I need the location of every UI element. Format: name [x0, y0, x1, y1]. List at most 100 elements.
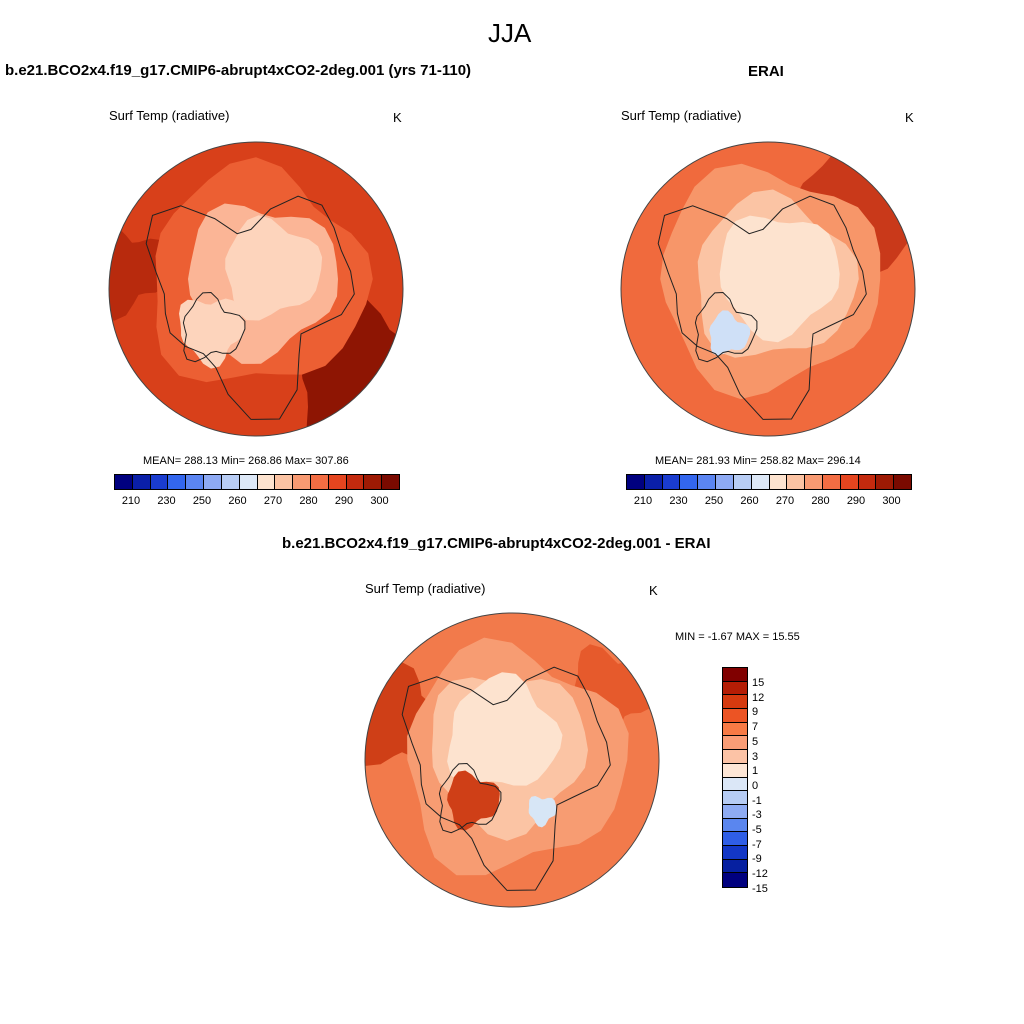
colorbar-tick-label: 250	[192, 495, 212, 507]
colorbar-swatch	[723, 736, 747, 751]
colorbar-swatch	[723, 763, 747, 778]
panel-3-units: K	[649, 583, 658, 598]
colorbar-swatch	[723, 804, 747, 819]
colorbar-swatch	[239, 475, 258, 489]
colorbar-tick-label: 3	[752, 750, 759, 763]
colorbar-swatch	[769, 475, 788, 489]
colorbar-swatch	[723, 750, 747, 764]
colorbar-swatch	[723, 791, 747, 805]
colorbar-swatch	[805, 475, 823, 489]
map-border	[364, 612, 660, 908]
colorbar-swatch	[221, 475, 240, 489]
colorbar-tick-label: 9	[752, 706, 759, 719]
panel-2-title: ERAI	[748, 63, 784, 80]
colorbar-swatch	[723, 709, 747, 723]
colorbar-tick-label: -3	[752, 809, 762, 822]
map-coastline	[438, 762, 502, 834]
colorbar-tick-label: 7	[752, 721, 759, 734]
colorbar-tick-label: 260	[228, 495, 247, 507]
map-field-region	[709, 310, 751, 356]
colorbar-swatch	[662, 475, 681, 489]
panel-2-map	[620, 141, 916, 437]
colorbar-swatch	[364, 475, 383, 489]
colorbar-swatch	[698, 475, 717, 489]
colorbar-tick-label: 230	[157, 495, 176, 507]
map-field-region	[179, 298, 245, 369]
colorbar-tick-label: 270	[263, 495, 283, 507]
colorbar-tick-label: 5	[752, 735, 759, 748]
colorbar-tick-label: 280	[811, 495, 830, 507]
colorbar-swatch	[680, 475, 699, 489]
panel-2-stats: MEAN= 281.93 Min= 258.82 Max= 296.14	[655, 455, 861, 467]
colorbar-swatch	[275, 475, 294, 489]
colorbar-swatch	[186, 475, 205, 489]
colorbar-tick-label: -7	[752, 838, 762, 851]
colorbar-swatch	[723, 695, 747, 710]
map-border	[620, 141, 916, 437]
colorbar-tick-label: 300	[370, 495, 389, 507]
colorbar-tick-label: -9	[752, 853, 762, 866]
panel-1-title: b.e21.BCO2x4.f19_g17.CMIP6-abrupt4xCO2-2…	[5, 62, 472, 79]
colorbar-swatch	[751, 475, 770, 489]
colorbar-swatch	[822, 475, 841, 489]
panel-2-colorbar	[626, 474, 912, 490]
panel-1-units: K	[393, 110, 402, 125]
colorbar-swatch	[627, 475, 645, 489]
colorbar-swatch	[723, 681, 747, 696]
colorbar-tick-label: 280	[299, 495, 318, 507]
colorbar-tick-label: 290	[334, 495, 354, 507]
colorbar-tick-label: 210	[633, 495, 653, 507]
colorbar-swatch	[787, 475, 806, 489]
colorbar-swatch	[723, 859, 747, 874]
colorbar-tick-label: 12	[752, 691, 765, 704]
panel-3-colorbar	[722, 667, 748, 888]
panel-1-colorbar	[114, 474, 400, 490]
map-border	[108, 141, 404, 437]
colorbar-tick-label: 300	[882, 495, 901, 507]
colorbar-swatch	[257, 475, 276, 489]
panel-3-stats: MIN = -1.67 MAX = 15.55	[675, 631, 800, 643]
map-coastline	[145, 195, 355, 420]
colorbar-swatch	[115, 475, 133, 489]
colorbar-swatch	[644, 475, 663, 489]
panel-3-map	[364, 612, 660, 908]
figure-title: JJA	[488, 18, 532, 48]
panel-1-map	[108, 141, 404, 437]
map-field-region	[528, 796, 557, 828]
colorbar-swatch	[723, 818, 747, 833]
map-coastline	[182, 291, 246, 363]
colorbar-tick-label: -12	[752, 868, 768, 881]
colorbar-swatch	[328, 475, 347, 489]
colorbar-swatch	[716, 475, 734, 489]
map-field-region	[225, 215, 323, 321]
colorbar-swatch	[894, 475, 911, 489]
colorbar-swatch	[723, 668, 747, 682]
colorbar-swatch	[723, 845, 747, 860]
colorbar-tick-label: 290	[846, 495, 866, 507]
panel-3-variable: Surf Temp (radiative)	[365, 581, 486, 596]
map-coastline	[401, 666, 611, 891]
panel-1-stats: MEAN= 288.13 Min= 268.86 Max= 307.86	[143, 455, 349, 467]
colorbar-swatch	[132, 475, 151, 489]
colorbar-tick-label: 270	[775, 495, 795, 507]
colorbar-swatch	[876, 475, 895, 489]
colorbar-tick-label: -5	[752, 824, 762, 836]
colorbar-swatch	[723, 832, 747, 846]
colorbar-swatch	[733, 475, 752, 489]
colorbar-swatch	[293, 475, 311, 489]
panel-3-title: b.e21.BCO2x4.f19_g17.CMIP6-abrupt4xCO2-2…	[282, 535, 711, 552]
map-coastline	[657, 195, 867, 420]
map-field-region	[109, 222, 169, 321]
colorbar-tick-label: -1	[752, 794, 762, 807]
map-field-region	[447, 672, 563, 786]
colorbar-tick-label: 0	[752, 779, 759, 792]
colorbar-tick-label: 15	[752, 677, 765, 689]
colorbar-swatch	[150, 475, 169, 489]
colorbar-swatch	[168, 475, 187, 489]
panel-1-variable: Surf Temp (radiative)	[109, 108, 230, 123]
colorbar-swatch	[204, 475, 222, 489]
panel-2-units: K	[905, 110, 914, 125]
panel-2-variable: Surf Temp (radiative)	[621, 108, 742, 123]
colorbar-tick-label: 230	[669, 495, 688, 507]
colorbar-tick-label: 260	[740, 495, 759, 507]
